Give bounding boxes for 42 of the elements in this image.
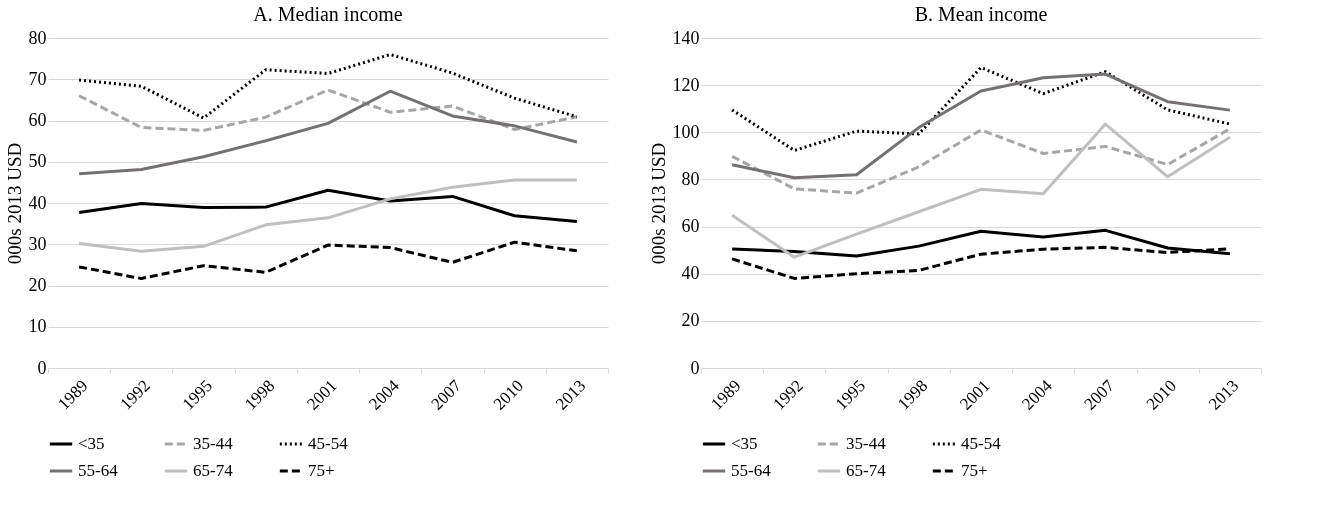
y-tick-label: 120 bbox=[672, 74, 700, 95]
line-series bbox=[730, 65, 1232, 152]
legend-label: 35-44 bbox=[193, 434, 234, 453]
legend-label: 65-74 bbox=[193, 461, 234, 480]
line-series bbox=[730, 72, 1232, 180]
legend-label: 55-64 bbox=[78, 461, 119, 480]
y-tick-label: 10 bbox=[28, 316, 47, 337]
y-tick-label: 60 bbox=[28, 110, 47, 130]
line-series bbox=[77, 88, 579, 132]
line-series bbox=[77, 178, 579, 253]
y-tick-label: 40 bbox=[681, 263, 700, 284]
line-series bbox=[77, 89, 579, 176]
legend-label: <35 bbox=[731, 434, 758, 453]
legend-label: 55-64 bbox=[731, 461, 772, 480]
legend-label: 35-44 bbox=[846, 434, 887, 453]
y-tick-label: 40 bbox=[28, 192, 47, 213]
legend-label: 65-74 bbox=[846, 461, 887, 480]
legend-label: <35 bbox=[78, 434, 105, 453]
chart-title: A. Median income bbox=[253, 3, 403, 25]
line-series bbox=[77, 240, 579, 280]
y-tick-label: 60 bbox=[681, 216, 700, 237]
y-tick-label: 30 bbox=[28, 233, 47, 254]
y-tick-label: 140 bbox=[672, 27, 700, 48]
y-tick-label: 80 bbox=[681, 168, 700, 189]
y-tick-label: 0 bbox=[37, 357, 47, 378]
legend-label: 75+ bbox=[308, 461, 335, 480]
y-tick-label: 100 bbox=[672, 121, 700, 142]
y-axis-title: 000s 2013 USD bbox=[3, 142, 25, 265]
y-tick-label: 20 bbox=[28, 275, 47, 295]
y-tick-label: 0 bbox=[690, 357, 700, 378]
y-tick-label: 80 bbox=[28, 27, 47, 48]
y-axis-title: 000s 2013 USD bbox=[647, 142, 669, 265]
y-tick-label: 50 bbox=[28, 151, 47, 172]
line-series bbox=[77, 53, 579, 120]
line-series bbox=[730, 122, 1232, 259]
legend-label: 45-54 bbox=[308, 434, 349, 453]
line-series bbox=[77, 188, 579, 224]
chart-title: B. Mean income bbox=[914, 3, 1048, 25]
legend-label: 75+ bbox=[961, 461, 988, 480]
legend-label: 45-54 bbox=[961, 434, 1002, 453]
y-tick-label: 70 bbox=[28, 68, 47, 89]
y-tick-label: 20 bbox=[681, 310, 700, 331]
